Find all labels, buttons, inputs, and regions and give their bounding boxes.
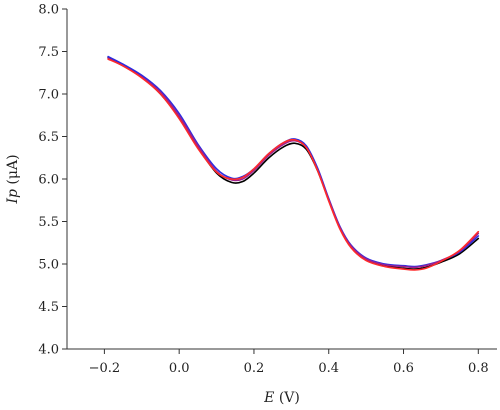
y-axis-label-symbol: Ip xyxy=(5,189,21,205)
x-tick-label: −0.2 xyxy=(89,361,121,376)
x-axis-ticks: −0.2 0.0 0.2 0.4 0.6 0.8 xyxy=(89,349,489,376)
series-line-1 xyxy=(107,56,480,270)
series-line-2 xyxy=(107,55,480,268)
y-tick-label: 8.0 xyxy=(38,3,59,18)
x-axis-label-symbol: E xyxy=(263,390,274,406)
x-tick-label: 0.6 xyxy=(393,361,414,376)
x-axis-label: E (V) xyxy=(263,390,300,406)
x-axis-label-unit: (V) xyxy=(274,390,299,406)
series-line-4 xyxy=(107,58,480,271)
series-group xyxy=(107,55,480,271)
y-tick-label: 7.5 xyxy=(38,45,59,60)
x-tick-label: 0.4 xyxy=(318,361,339,376)
y-axis-ticks: 4.0 4.5 5.0 5.5 6.0 6.5 7.0 7.5 8.0 xyxy=(38,3,67,358)
x-tick-label: 0.2 xyxy=(244,361,265,376)
x-tick-label: 0.0 xyxy=(169,361,190,376)
y-tick-label: 4.5 xyxy=(38,300,59,315)
y-axis-label: Ip (μA) xyxy=(5,154,21,204)
y-tick-label: 5.5 xyxy=(38,215,59,230)
y-axis-label-unit: (μA) xyxy=(5,154,21,189)
y-tick-label: 5.0 xyxy=(38,258,59,273)
series-line-3 xyxy=(107,57,480,269)
x-tick-label: 0.8 xyxy=(468,361,489,376)
y-tick-label: 7.0 xyxy=(38,88,59,103)
y-tick-label: 6.5 xyxy=(38,130,59,145)
y-tick-label: 4.0 xyxy=(38,343,59,358)
y-tick-label: 6.0 xyxy=(38,173,59,188)
